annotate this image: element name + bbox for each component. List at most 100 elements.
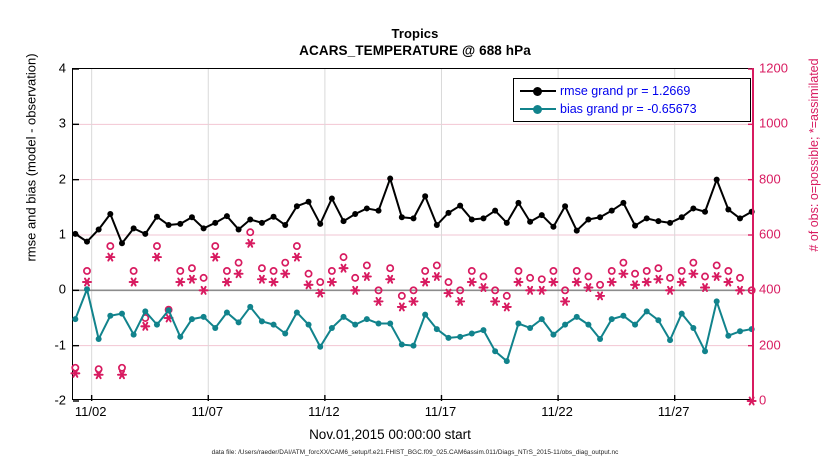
series-point (492, 348, 499, 355)
obs-assimilated-marker (361, 272, 372, 281)
obs-possible-marker (736, 273, 744, 282)
series-point (118, 310, 125, 317)
series-point (480, 327, 487, 334)
legend-label-rmse: rmse grand pr = 1.2669 (560, 84, 691, 98)
series-point (527, 218, 534, 225)
series-point (585, 216, 592, 223)
left-tick-label: 0 (58, 281, 66, 297)
series-point (212, 324, 219, 331)
series-point (130, 331, 137, 338)
obs-possible-marker (153, 242, 161, 251)
series-point (655, 218, 662, 225)
left-axis-title: rmse and bias (model - observation) (23, 53, 39, 262)
obs-assimilated-marker (525, 285, 536, 295)
series-point (352, 210, 359, 217)
obs-assimilated-marker (455, 297, 466, 306)
legend-label-bias: bias grand pr = -0.65673 (560, 102, 697, 116)
obs-possible-marker (292, 242, 301, 251)
obs-possible-marker (187, 264, 196, 273)
plot-area (70, 68, 757, 406)
obs-possible-marker (514, 267, 523, 275)
series-point (375, 320, 382, 327)
plot-graphics (70, 68, 757, 406)
series-point (678, 214, 685, 221)
series-point (165, 222, 172, 229)
series-point (468, 216, 475, 223)
right-tick-label: 1000 (759, 115, 788, 131)
left-tick-label: 2 (58, 171, 66, 187)
series-point (328, 324, 335, 331)
obs-possible-marker (246, 228, 255, 237)
series-point (83, 238, 90, 245)
bottom-axis-title: Nov.01,2015 00:00:00 start (309, 427, 471, 442)
series-point (690, 205, 697, 212)
obs-assimilated-marker (373, 297, 384, 306)
bottom-tick-label: 11/07 (191, 404, 224, 419)
series-point (305, 198, 312, 205)
obs-assimilated-marker (583, 283, 594, 292)
chart-title-line1: Tropics (391, 26, 439, 41)
series-point (107, 210, 114, 217)
obs-possible-marker (584, 272, 593, 281)
series-point (340, 218, 347, 225)
legend-item[interactable]: bias grand pr = -0.65673 (518, 100, 746, 118)
obs-assimilated-marker (291, 252, 302, 262)
series-point (410, 342, 417, 349)
left-tick-label: 4 (58, 60, 66, 76)
series-point (398, 214, 405, 221)
legend-swatch-bias (518, 102, 558, 116)
obs-possible-marker (596, 280, 605, 289)
left-tick-label: 3 (58, 115, 66, 131)
obs-assimilated-marker (82, 277, 92, 287)
series-point (422, 311, 429, 318)
series-line (74, 177, 753, 245)
legend-item[interactable]: rmse grand pr = 1.2669 (518, 82, 746, 100)
series-point (317, 343, 324, 350)
obs-assimilated-marker (245, 238, 256, 248)
obs-assimilated-marker (653, 274, 664, 284)
obs-possible-marker (176, 267, 185, 275)
obs-possible-marker (83, 267, 91, 275)
obs-assimilated-marker (665, 285, 675, 295)
obs-assimilated-marker (735, 285, 745, 295)
obs-assimilated-marker (326, 277, 337, 287)
series-point (562, 203, 569, 210)
obs-possible-marker (654, 264, 663, 273)
obs-possible-marker (304, 269, 313, 278)
series-point (620, 312, 627, 319)
obs-possible-marker (666, 273, 674, 282)
series-point (597, 336, 604, 343)
obs-assimilated-marker (595, 291, 605, 301)
series-point (573, 313, 580, 320)
series-point (597, 214, 604, 221)
series-point (713, 176, 720, 183)
series-point (107, 312, 114, 319)
series-point (702, 348, 709, 355)
series-point (95, 336, 102, 343)
series-point (457, 333, 464, 340)
obs-possible-marker (234, 258, 243, 267)
bottom-tick-label: 11/22 (541, 404, 573, 419)
obs-assimilated-marker (536, 285, 547, 295)
series-point (643, 308, 650, 315)
series-point (667, 219, 674, 226)
chart-title-line2: ACARS_TEMPERATURE @ 688 hPa (299, 43, 531, 58)
series-point (585, 321, 592, 328)
obs-assimilated-marker (198, 285, 209, 295)
obs-possible-marker (106, 242, 115, 251)
series-point (410, 215, 417, 222)
series-point (270, 213, 277, 220)
data-file-footer: data file: /Users/raeder/DAI/ATM_forcXX/… (211, 449, 619, 456)
obs-assimilated-marker (618, 269, 629, 279)
obs-assimilated-marker (466, 277, 477, 287)
obs-possible-marker (526, 273, 535, 282)
obs-possible-marker (689, 258, 698, 267)
series-point (153, 321, 160, 328)
obs-assimilated-marker (268, 277, 279, 287)
series-point (235, 319, 242, 326)
obs-possible-marker (257, 264, 266, 273)
obs-possible-marker (491, 286, 500, 295)
series-point (632, 222, 639, 229)
obs-possible-marker (211, 242, 220, 251)
